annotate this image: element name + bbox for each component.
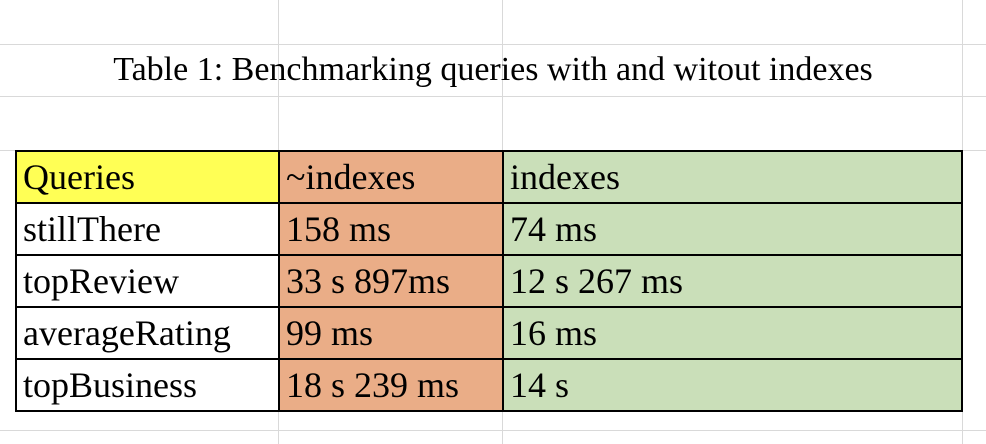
header-cell-queries[interactable]: Queries [15, 150, 280, 204]
query-name-cell[interactable]: averageRating [15, 306, 280, 360]
table-row: topBusiness 18 s 239 ms 14 s [15, 358, 963, 412]
header-cell-with-indexes[interactable]: indexes [502, 150, 963, 204]
without-indexes-cell[interactable]: 33 s 897ms [278, 254, 504, 308]
with-indexes-cell[interactable]: 14 s [502, 358, 963, 412]
without-indexes-cell[interactable]: 18 s 239 ms [278, 358, 504, 412]
query-name-cell[interactable]: topReview [15, 254, 280, 308]
with-indexes-cell[interactable]: 16 ms [502, 306, 963, 360]
without-indexes-cell[interactable]: 158 ms [278, 202, 504, 256]
query-name-cell[interactable]: topBusiness [15, 358, 280, 412]
grid-row-line [0, 430, 986, 431]
table-header-row: Queries ~indexes indexes [15, 150, 963, 204]
table-row: stillThere 158 ms 74 ms [15, 202, 963, 256]
table-row: averageRating 99 ms 16 ms [15, 306, 963, 360]
table-row: topReview 33 s 897ms 12 s 267 ms [15, 254, 963, 308]
benchmark-table: Queries ~indexes indexes stillThere 158 … [15, 150, 963, 412]
with-indexes-cell[interactable]: 74 ms [502, 202, 963, 256]
table-caption: Table 1: Benchmarking queries with and w… [113, 51, 873, 88]
without-indexes-cell[interactable]: 99 ms [278, 306, 504, 360]
header-cell-without-indexes[interactable]: ~indexes [278, 150, 504, 204]
grid-row-line [0, 96, 986, 97]
with-indexes-cell[interactable]: 12 s 267 ms [502, 254, 963, 308]
query-name-cell[interactable]: stillThere [15, 202, 280, 256]
